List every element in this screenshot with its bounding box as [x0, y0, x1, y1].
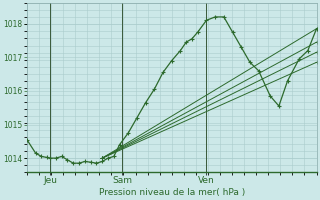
X-axis label: Pression niveau de la mer( hPa ): Pression niveau de la mer( hPa ) — [99, 188, 245, 197]
